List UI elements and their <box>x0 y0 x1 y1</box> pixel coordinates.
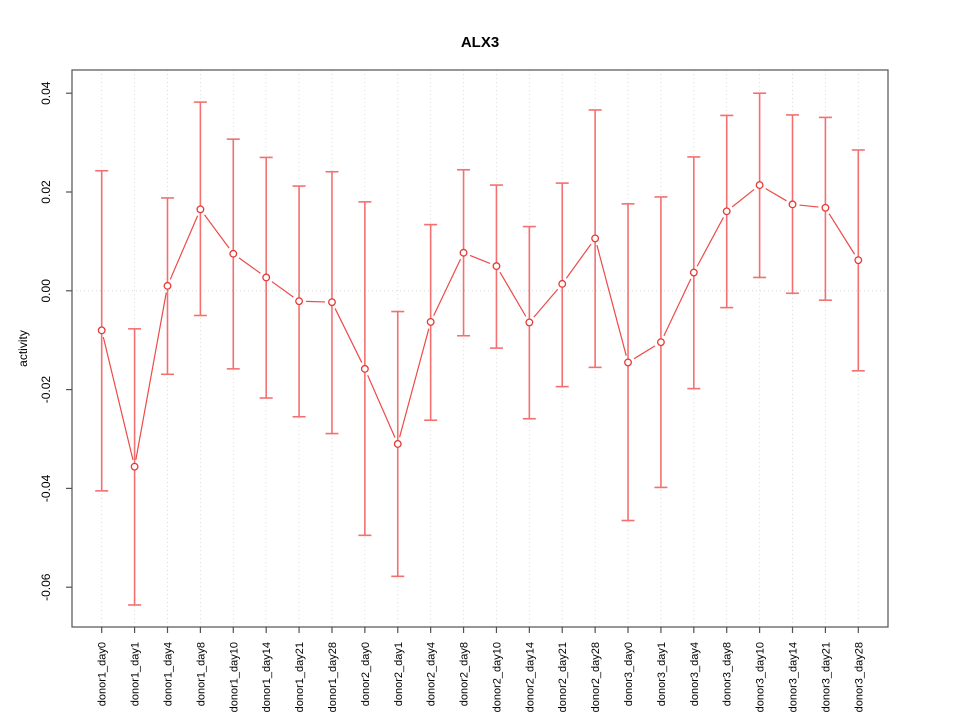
x-tick-label: donor3_day10 <box>755 642 767 712</box>
x-tick-label: donor2_day28 <box>590 642 602 712</box>
data-point <box>426 317 435 326</box>
data-point <box>854 256 863 265</box>
x-tick-label: donor1_day4 <box>162 642 174 706</box>
x-tick-label: donor1_day8 <box>195 642 207 706</box>
x-tick-label: donor2_day10 <box>491 642 503 712</box>
data-point <box>97 326 106 335</box>
x-tick-label: donor1_day0 <box>97 642 109 706</box>
series-line-segment <box>828 213 856 255</box>
y-tick-label: 0.02 <box>39 180 53 204</box>
x-tick-label: donor1_day1 <box>130 642 142 706</box>
series-line-segment <box>399 328 430 438</box>
series-line-segment <box>271 281 294 298</box>
x-tick-label: donor2_day21 <box>557 642 569 712</box>
series-line-segment <box>169 215 199 280</box>
x-tick-label: donor3_day14 <box>788 642 800 712</box>
x-tick-label: donor2_day0 <box>360 642 372 706</box>
series-line-segment <box>469 254 491 265</box>
y-tick-label: -0.04 <box>39 474 53 502</box>
data-point <box>624 358 632 367</box>
series-line-segment <box>135 292 167 460</box>
data-point <box>393 439 402 448</box>
data-point <box>360 364 369 373</box>
y-tick-label: -0.06 <box>39 573 53 601</box>
data-point <box>788 200 797 209</box>
data-point <box>459 248 468 257</box>
series-line-segment <box>204 214 230 249</box>
x-tick-label: donor3_day0 <box>623 642 635 706</box>
x-tick-label: donor3_day4 <box>689 642 701 706</box>
data-point <box>722 207 731 216</box>
y-tick-label: 0.00 <box>39 279 53 303</box>
data-point <box>755 181 764 190</box>
series-line-segment <box>799 204 819 208</box>
series-line-segment <box>696 217 724 267</box>
x-tick-label: donor3_day1 <box>656 642 668 706</box>
data-point <box>656 338 665 347</box>
data-point <box>295 297 304 306</box>
data-point <box>492 262 501 271</box>
series-line-segment <box>334 308 363 363</box>
data-point <box>328 298 336 307</box>
plot-frame <box>71 69 889 628</box>
series-line-segment <box>499 271 527 317</box>
x-tick-label: donor2_day1 <box>393 642 405 706</box>
series-line-segment <box>238 257 261 274</box>
x-tick-label: donor3_day21 <box>820 642 832 712</box>
y-tick-label: 0.04 <box>39 81 53 105</box>
x-tick-label: donor2_day8 <box>459 642 471 706</box>
data-point <box>130 462 139 471</box>
data-point <box>525 318 534 327</box>
x-tick-label: donor2_day14 <box>524 642 536 712</box>
x-tick-label: donor1_day21 <box>294 642 306 712</box>
series-line-segment <box>565 243 592 279</box>
chart-title: ALX3 <box>461 34 499 51</box>
x-tick-label: donor1_day10 <box>228 642 240 712</box>
data-point <box>229 249 238 258</box>
series-line-segment <box>596 245 627 356</box>
series-line-segment <box>765 188 787 202</box>
data-point <box>689 268 698 277</box>
series-line-segment <box>663 278 692 337</box>
data-point <box>558 279 567 288</box>
series-line-segment <box>367 375 396 438</box>
series-line-segment <box>533 288 559 318</box>
x-tick-label: donor1_day28 <box>327 642 339 712</box>
series-line-segment <box>102 336 134 460</box>
x-tick-label: donor3_day28 <box>853 642 865 712</box>
series-line-segment <box>433 258 462 316</box>
x-tick-label: donor2_day4 <box>426 642 438 706</box>
data-point <box>591 234 600 243</box>
x-tick-label: donor1_day14 <box>261 642 273 712</box>
data-point <box>821 203 830 212</box>
y-axis-label: activity <box>16 330 30 367</box>
series-line-segment <box>306 300 325 303</box>
data-point <box>262 273 271 282</box>
x-tick-label: donor3_day8 <box>722 642 734 706</box>
series-line-segment <box>633 345 656 360</box>
data-point <box>196 205 205 214</box>
data-point <box>163 281 172 290</box>
series-line-segment <box>731 188 755 208</box>
y-tick-label: -0.02 <box>39 376 53 404</box>
